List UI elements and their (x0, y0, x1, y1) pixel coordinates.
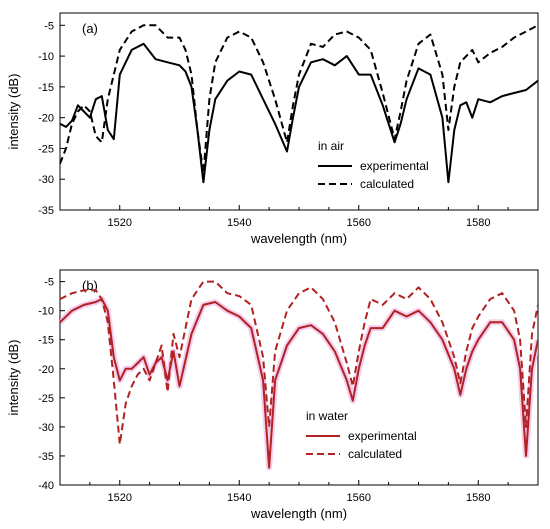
legend-title: in air (318, 139, 344, 153)
y-tick-label: -20 (38, 113, 54, 125)
y-tick-label: -10 (38, 51, 54, 63)
legend-label: calculated (360, 177, 414, 191)
legend: in air experimental calculated (318, 139, 429, 191)
y-tick-label: -35 (38, 205, 54, 217)
y-tick-label: -20 (38, 364, 54, 376)
y-tick-label: -30 (38, 174, 54, 186)
legend-label: experimental (348, 429, 417, 443)
legend-label: calculated (348, 447, 402, 461)
legend-title: in water (306, 409, 348, 423)
series-halo (60, 296, 538, 471)
y-tick-label: -40 (38, 480, 54, 492)
series-group (60, 280, 538, 471)
x-tick-label: 1580 (466, 492, 490, 504)
y-axis-label: intensity (dB) (6, 340, 21, 416)
x-tick-label: 1560 (347, 492, 371, 504)
chart-panel-b: 1520 1540 1560 1580 -40 -35 -30 -25 -20 -15 -10 -5 w… (6, 269, 539, 521)
series-group (60, 24, 538, 184)
panel-label: (b) (82, 278, 98, 293)
x-tick-label: 1520 (108, 492, 132, 504)
x-tick-label: 1540 (227, 217, 251, 229)
y-tick-label: -5 (44, 277, 54, 289)
y-tick-label: -15 (38, 82, 54, 94)
chart-panel-a: 1520 1540 1560 1580 -35 -30 -25 -20 -15 -10 -5 wave… (6, 12, 539, 246)
panel-label: (a) (82, 21, 98, 36)
y-tick-label: -10 (38, 306, 54, 318)
x-tick-label: 1540 (227, 492, 251, 504)
y-tick-label: -15 (38, 335, 54, 347)
y-tick-label: -25 (38, 393, 54, 405)
series-line-calculated (60, 280, 538, 446)
y-tick-label: -35 (38, 451, 54, 463)
y-tick-label: -30 (38, 422, 54, 434)
y-tick-label: -25 (38, 143, 54, 155)
legend-label: experimental (360, 159, 429, 173)
x-axis-label: wavelength (nm) (250, 506, 347, 521)
x-axis-label: wavelength (nm) (250, 231, 347, 246)
series-line-experimental (60, 42, 538, 184)
y-tick-label: -5 (44, 20, 54, 32)
y-axis-label: intensity (dB) (6, 74, 21, 150)
x-tick-label: 1560 (347, 217, 371, 229)
series-line-experimental (60, 298, 538, 469)
series-line-calculated (60, 24, 538, 175)
plot-frame (59, 12, 539, 211)
x-tick-label: 1520 (108, 217, 132, 229)
x-tick-label: 1580 (466, 217, 490, 229)
